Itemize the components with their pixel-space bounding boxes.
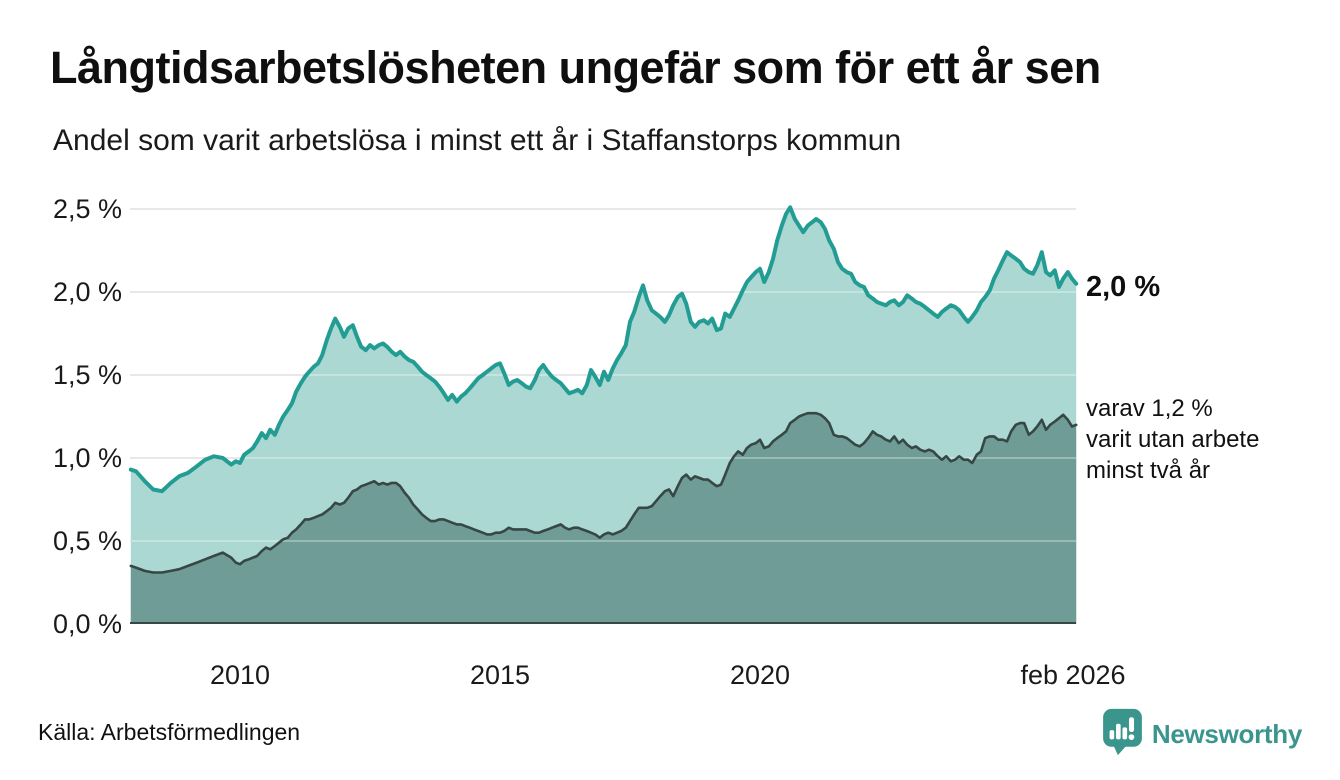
x-tick-label-2015: 2015 xyxy=(469,660,531,690)
y-tick-label-1-5: 1,5 % xyxy=(52,360,122,390)
x-tick-label-2010: 2010 xyxy=(209,660,271,690)
latest-value-label: 2,0 % xyxy=(1086,271,1161,303)
chart-subtitle: Andel som varit arbetslösa i minst ett å… xyxy=(53,124,902,157)
newsworthy-wordmark: Newsworthy xyxy=(1151,719,1302,749)
breakdown-line-3: minst två år xyxy=(1086,457,1211,484)
newsworthy-logo-icon xyxy=(1102,708,1143,761)
y-tick-label-0-0: 0,0 % xyxy=(52,609,122,639)
y-tick-label-1-0: 1,0 % xyxy=(52,443,122,473)
page-title: Långtidsarbetslösheten ungefär som för e… xyxy=(50,42,1101,93)
y-tick-label-2-0: 2,0 % xyxy=(52,277,122,307)
x-tick-label-feb-2026: feb 2026 xyxy=(1020,660,1126,690)
breakdown-line-1: varav 1,2 % xyxy=(1086,395,1213,422)
newsworthy-logo: Newsworthy xyxy=(1102,708,1302,761)
y-tick-label-0-5: 0,5 % xyxy=(52,526,122,556)
breakdown-line-2: varit utan arbete xyxy=(1086,426,1260,453)
x-tick-label-2020: 2020 xyxy=(729,660,791,690)
y-tick-label-2-5: 2,5 % xyxy=(52,194,122,224)
source-note: Källa: Arbetsförmedlingen xyxy=(38,719,301,745)
breakdown-annotation: varav 1,2 % varit utan arbete minst två … xyxy=(1086,393,1259,486)
